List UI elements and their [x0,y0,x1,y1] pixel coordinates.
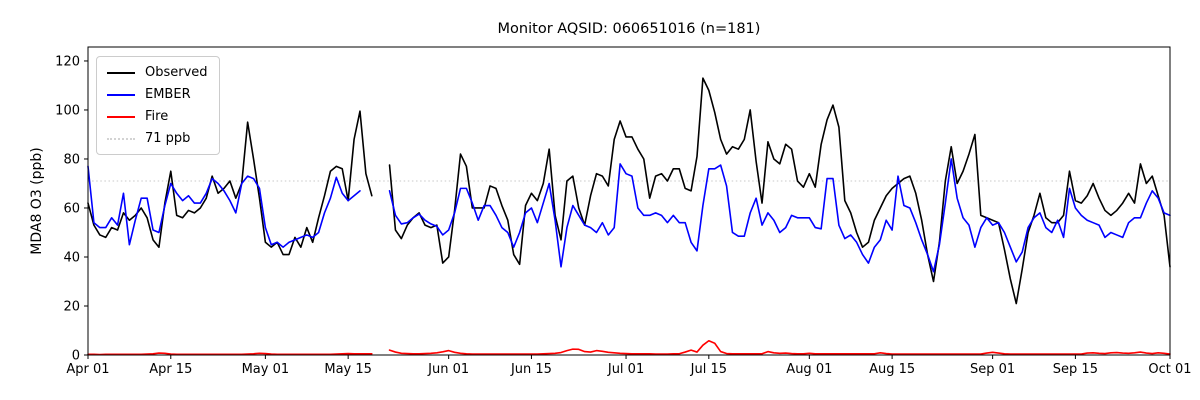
legend-line-sample [107,93,135,96]
chart-title: Monitor AQSID: 060651016 (n=181) [498,21,761,37]
legend-label: Observed [145,65,208,80]
legend-label: EMBER [145,87,191,102]
legend-line-sample [107,115,135,118]
y-tick-label: 120 [55,54,80,69]
y-tick-label: 0 [72,349,80,364]
x-tick-label: Apr 01 [66,362,109,377]
legend-line-sample [107,71,135,74]
legend-item-ember: EMBER [107,86,208,103]
y-tick-label: 20 [63,299,80,314]
series-line-observed [87,77,1171,305]
legend-item-fire: Fire [107,108,208,125]
x-tick-label: Aug 15 [869,362,915,377]
legend-item-observed: Observed [107,64,208,81]
legend-item-71-ppb: 71 ppb [107,130,208,147]
x-tick-label: Jun 01 [427,362,469,377]
x-tick-label: May 01 [242,362,290,377]
y-tick-label: 80 [63,152,80,167]
x-tick-label: Jul 01 [607,362,644,377]
y-tick-label: 60 [63,201,80,216]
series-line-fire [87,339,1171,356]
legend-label: 71 ppb [145,131,191,146]
plot-border [87,46,1171,356]
y-tick-label: 40 [63,250,80,265]
x-tick-label: Sep 15 [1053,362,1098,377]
x-tick-label: Aug 01 [786,362,832,377]
series-line-ember [87,158,1171,273]
x-tick-label: Oct 01 [1148,362,1191,377]
x-tick-label: May 15 [324,362,372,377]
x-tick-label: Apr 15 [149,362,192,377]
plot-content: 0 20 40 60 80 100 120 Apr 01 Apr 15 May 01 May 15 J… [55,46,1192,377]
y-axis-label: MDA8 O3 (ppb) [29,147,45,255]
legend: Observed EMBER Fire 71 ppb [96,56,220,155]
x-tick-label: Jul 15 [690,362,727,377]
x-tick-label: Jun 15 [510,362,552,377]
legend-line-sample [107,137,135,140]
y-tick-label: 100 [55,103,80,118]
x-tick-label: Sep 01 [970,362,1015,377]
legend-label: Fire [145,109,169,124]
